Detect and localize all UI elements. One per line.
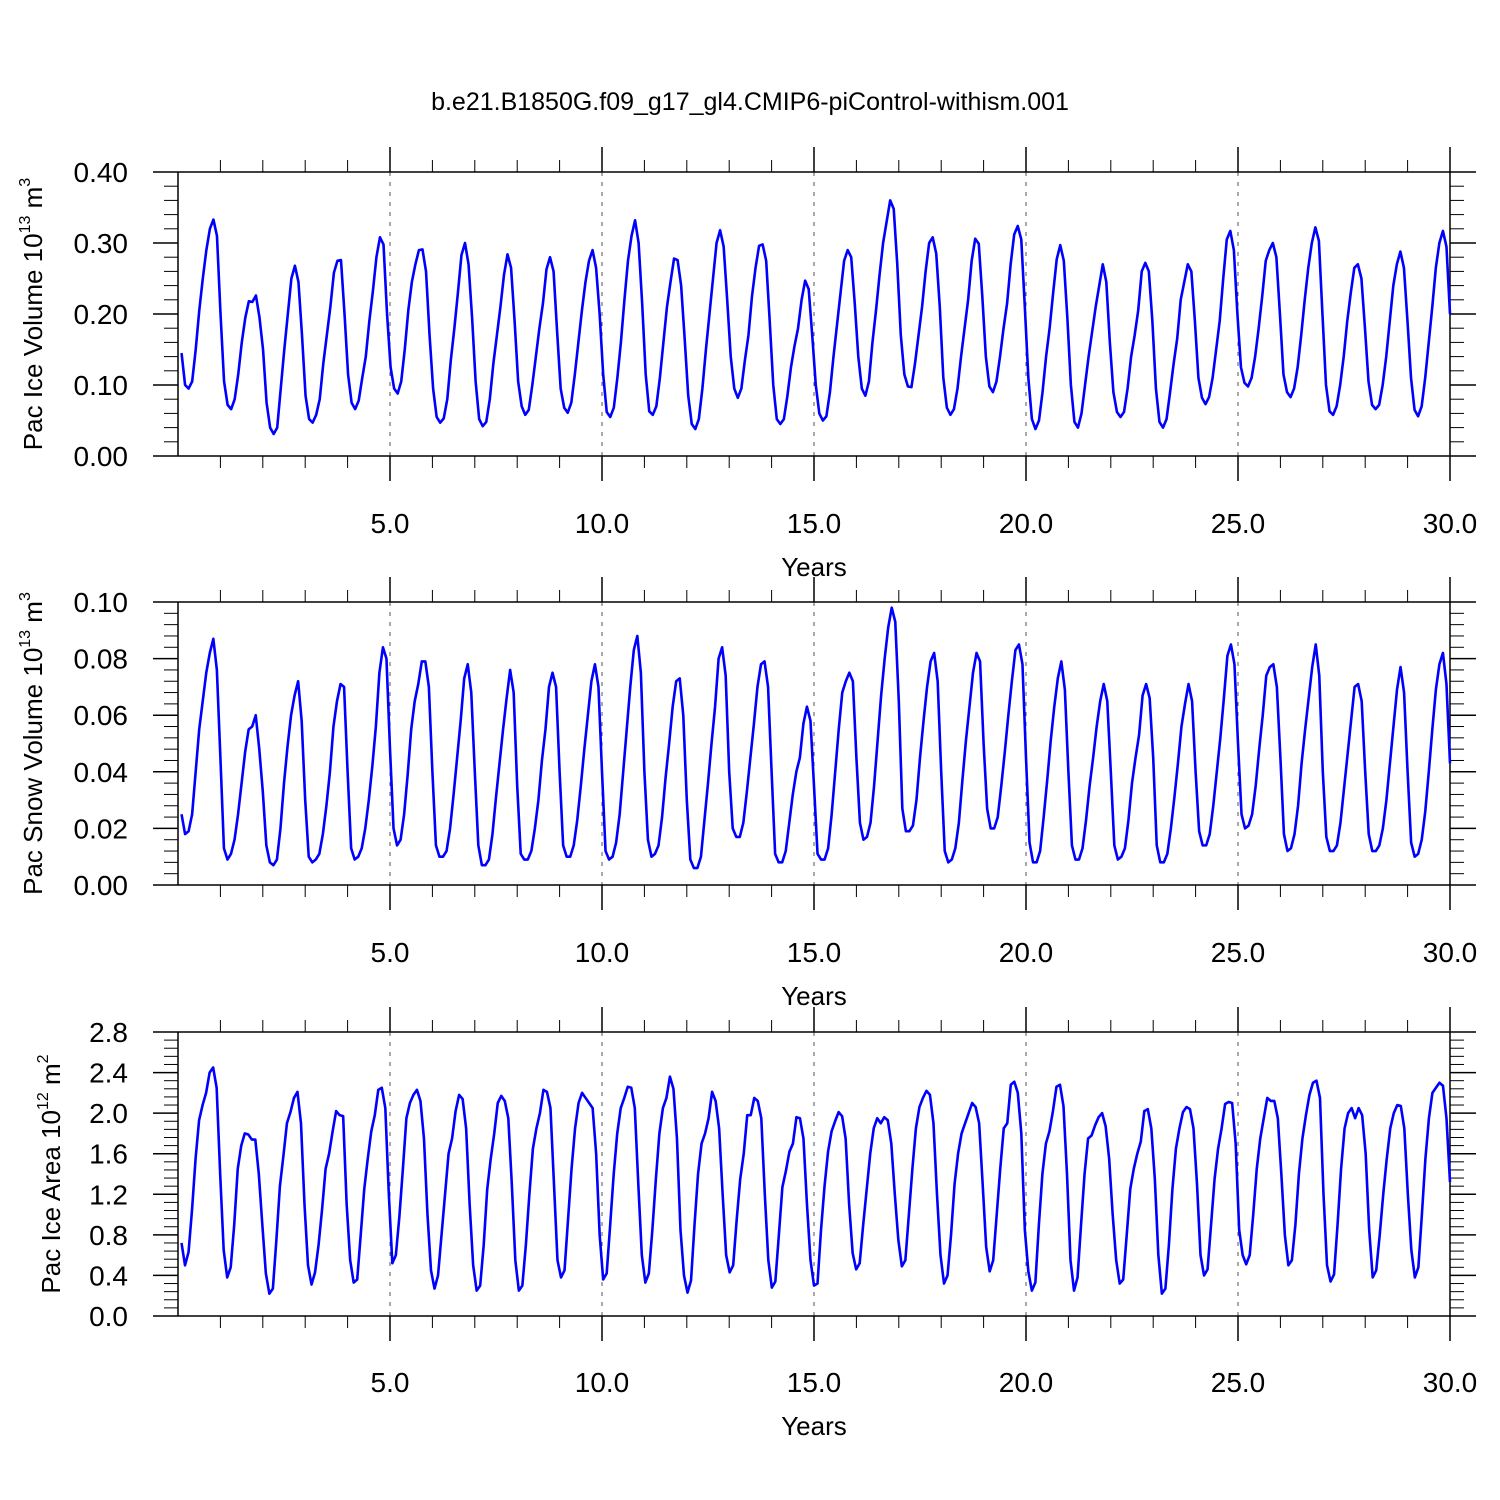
y-tick-label: 0.04 [74,757,129,788]
x-tick-label: 25.0 [1211,508,1266,539]
x-tick-label: 15.0 [787,937,842,968]
x-tick-label: 5.0 [371,508,410,539]
x-tick-label: 20.0 [999,1367,1054,1398]
y-axis-label-part: 13 [17,215,34,233]
y-axis-label-part: 3 [17,178,34,187]
y-tick-label: 0.4 [89,1260,128,1291]
y-axis-label-part: 13 [17,630,34,648]
x-tick-label: 10.0 [575,1367,630,1398]
panel-3: 0.0 0.4 0.8 1.2 1.6 2.0 2.4 2.8 5.0 10.0 15.0 20.0 2… [35,1007,1477,1441]
y-tick-label: 0.06 [74,700,129,731]
y-axis-label-part: m [18,601,48,630]
y-tick-label: 0.30 [74,228,129,259]
x-tick-label: 5.0 [371,937,410,968]
x-tick-label: 30.0 [1423,937,1478,968]
x-tick-label: 25.0 [1211,937,1266,968]
y-axis-label-part: 2 [35,1054,52,1063]
x-tick-label: 5.0 [371,1367,410,1398]
y-tick-label: 0.10 [74,370,129,401]
y-tick-label: 0.00 [74,870,129,901]
x-tick-label: 10.0 [575,508,630,539]
y-axis-label-part: Pac Snow Volume 10 [18,648,48,895]
y-axis-label: Pac Snow Volume 1013 m3 [17,592,48,895]
y-axis-label-part: Pac Ice Area 10 [36,1110,66,1294]
chart-panels: 0.000.100.200.300.405.0 10.0 15.0 20.0 25.0 3… [17,147,1477,1441]
y-axis-label: Pac Ice Volume 1013 m3 [17,178,48,451]
x-axis-label: Years [781,981,847,1011]
y-tick-label: 1.2 [89,1179,128,1210]
x-tick-label: 15.0 [787,508,842,539]
y-axis-label: Pac Ice Area 1012 m2 [35,1054,66,1293]
y-tick-label: 2.4 [89,1058,128,1089]
y-tick-label: 2.0 [89,1098,128,1129]
x-tick-label: 25.0 [1211,1367,1266,1398]
y-axis-label-part: 12 [35,1092,52,1110]
x-tick-label: 20.0 [999,937,1054,968]
series-line [180,606,1452,870]
y-axis-label-part: m [36,1063,66,1092]
panel-2: 0.00 0.02 0.04 0.06 0.08 0.10 5.0 10.0 15.0 20.0 2… [17,577,1477,1011]
y-tick-label: 0.40 [74,157,129,188]
y-axis-label-part: m [18,187,48,216]
y-tick-label: 0.00 [74,441,129,472]
series-line [180,1066,1452,1295]
x-tick-label: 10.0 [575,937,630,968]
y-tick-label: 0.20 [74,299,129,330]
y-axis-label-part: 3 [17,592,34,601]
y-tick-label: 0.08 [74,644,129,675]
x-tick-label: 20.0 [999,508,1054,539]
y-tick-label: 0.0 [89,1301,128,1332]
x-tick-label: 15.0 [787,1367,842,1398]
figure-title: b.e21.B1850G.f09_g17_gl4.CMIP6-piControl… [431,88,1069,116]
y-tick-label: 0.02 [74,813,129,844]
series-line [180,199,1452,436]
y-tick-label: 2.8 [89,1017,128,1048]
y-tick-label: 0.10 [74,587,129,618]
y-tick-label: 0.8 [89,1220,128,1251]
panel-1: 0.00 0.10 0.20 0.30 0.40 5.0 10.0 15.0 20.0 25.0 3… [17,147,1477,582]
x-tick-label: 30.0 [1423,1367,1478,1398]
x-axis-label: Years [781,1411,847,1441]
y-axis-label-part: Pac Ice Volume 10 [18,233,48,450]
x-tick-label: 30.0 [1423,508,1478,539]
y-tick-label: 1.6 [89,1139,128,1170]
